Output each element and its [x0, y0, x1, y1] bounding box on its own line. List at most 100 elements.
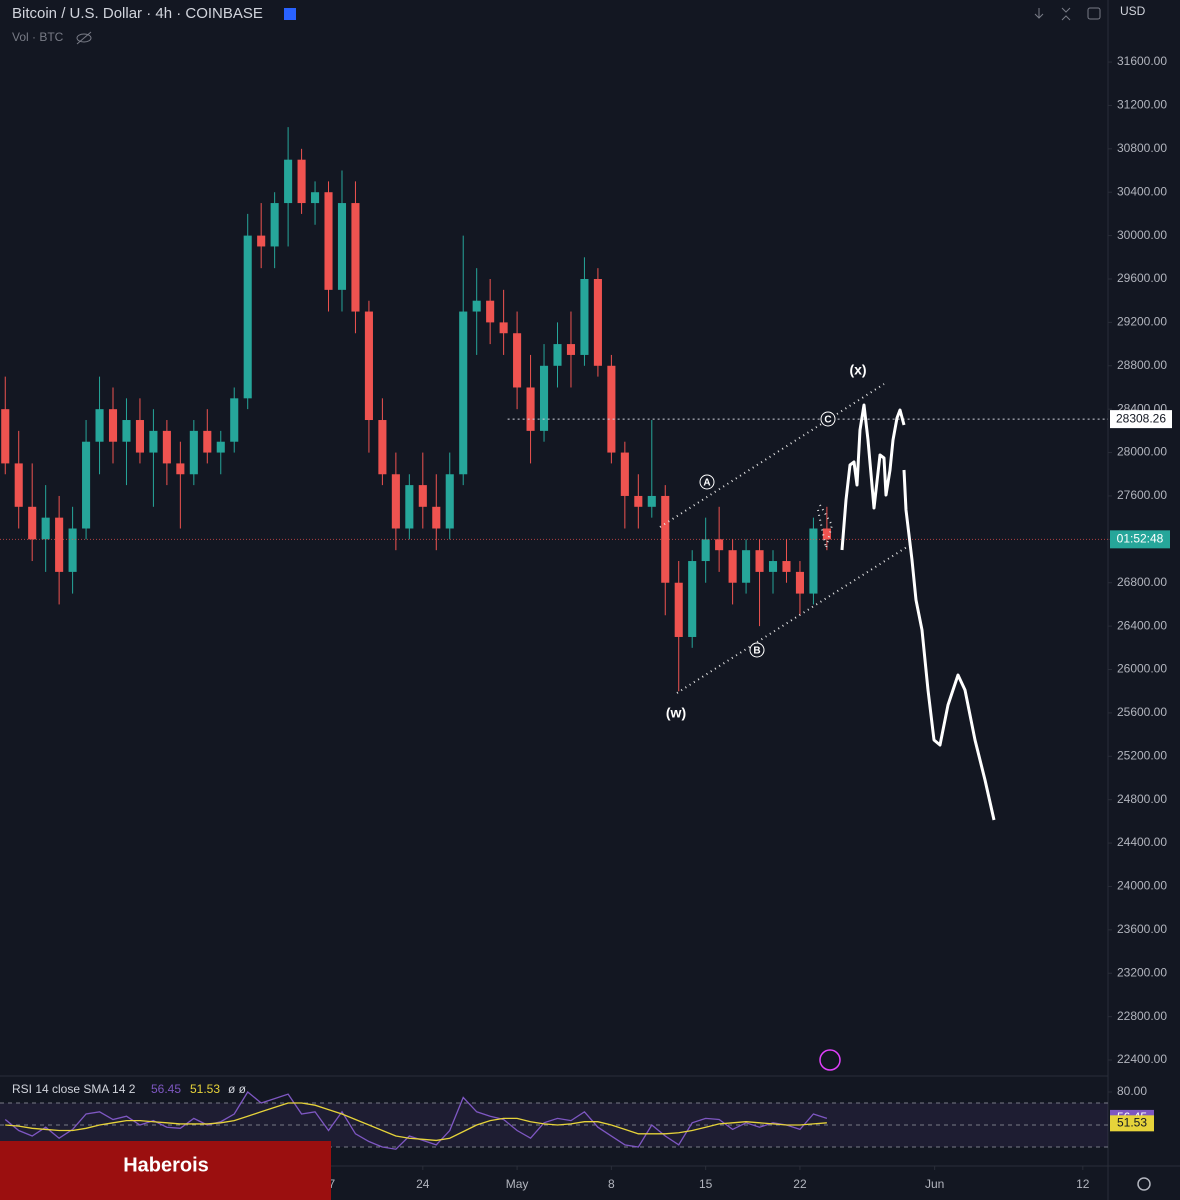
- y-tick-label: 23600.00: [1117, 922, 1167, 936]
- candle-body: [566, 344, 576, 355]
- candle-body: [728, 550, 737, 583]
- wave-label: A: [703, 478, 710, 489]
- candle-body: [795, 571, 804, 594]
- sma-tag-label: 51.53: [1117, 1116, 1147, 1130]
- y-tick-label: 27600.00: [1117, 488, 1167, 502]
- rsi-tick-label: 80.00: [1117, 1084, 1147, 1098]
- candle-body: [203, 430, 212, 453]
- candle-body: [122, 420, 131, 442]
- candle-body: [270, 203, 279, 247]
- x-tick-label: Jun: [925, 1177, 944, 1191]
- candle-body: [351, 203, 360, 312]
- candle-body: [674, 582, 683, 637]
- candle-body: [391, 474, 400, 529]
- candle-body: [189, 430, 198, 475]
- toolbar-icons[interactable]: [1034, 7, 1101, 21]
- x-tick-label: 22: [793, 1177, 807, 1191]
- wave-label: C: [824, 415, 831, 426]
- candle-body: [526, 387, 535, 431]
- symbol-title[interactable]: Bitcoin / U.S. Dollar · 4h · COINBASE: [12, 5, 263, 22]
- candle-body: [378, 420, 387, 475]
- candle-body: [768, 561, 778, 572]
- y-tick-label: 25600.00: [1117, 705, 1167, 719]
- countdown-label: 01:52:48: [1117, 532, 1164, 546]
- y-tick-label: 31200.00: [1117, 98, 1167, 112]
- candle-body: [742, 550, 751, 583]
- plot-area: 22400.00 22800.00 23200.00 23600.00 24000.00…: [0, 54, 1172, 1191]
- x-tick-label: 12: [1076, 1177, 1090, 1191]
- candle-body: [337, 203, 347, 290]
- candle-body: [661, 495, 670, 583]
- candle-body: [822, 528, 831, 540]
- candle-body: [647, 495, 656, 507]
- y-tick-label: 24800.00: [1117, 792, 1167, 806]
- volume-label[interactable]: Vol · BTC: [12, 30, 64, 44]
- wave-circle: [749, 642, 765, 658]
- candle-body: [432, 506, 441, 529]
- currency-label[interactable]: USD: [1120, 4, 1146, 18]
- sma-line: [5, 1102, 827, 1142]
- candle-body: [14, 463, 23, 507]
- candle-body: [257, 235, 266, 247]
- candle-body: [715, 539, 724, 551]
- alert-icon[interactable]: [819, 1049, 841, 1071]
- small-wedge: [817, 504, 834, 549]
- y-tick-label: 22400.00: [1117, 1052, 1167, 1066]
- y-tick-label: 22800.00: [1117, 1009, 1167, 1023]
- countdown-tag: [1110, 530, 1170, 549]
- x-tick-label: 8: [608, 1177, 615, 1191]
- y-tick-label: 30400.00: [1117, 184, 1167, 198]
- watermark: Haberois: [123, 1154, 209, 1176]
- candle-body: [607, 365, 616, 453]
- y-tick-label: 30800.00: [1117, 141, 1167, 155]
- candle-body: [243, 235, 252, 399]
- candle-body: [68, 528, 77, 572]
- candle-body: [418, 485, 427, 507]
- x-tick-label: 15: [699, 1177, 713, 1191]
- candle-body: [41, 517, 50, 540]
- candle-body: [593, 279, 602, 366]
- candle-body: [688, 561, 697, 637]
- y-tick-label: 24000.00: [1117, 879, 1167, 893]
- candle-body: [486, 300, 495, 323]
- candle-body: [95, 409, 104, 442]
- candle-body: [364, 311, 373, 421]
- y-tick-label: 26400.00: [1117, 618, 1167, 632]
- y-tick-label: 28000.00: [1117, 445, 1167, 459]
- x-tick-label: May: [506, 1177, 529, 1191]
- y-tick-label: 23200.00: [1117, 965, 1167, 979]
- candle-body: [284, 159, 293, 204]
- y-tick-label: 30000.00: [1117, 228, 1167, 242]
- candle-body: [216, 441, 225, 453]
- candle-body: [149, 430, 158, 453]
- candle-body: [782, 561, 791, 572]
- candle-body: [553, 344, 562, 366]
- projection-down: [902, 469, 996, 821]
- y-tick-label: 29200.00: [1117, 315, 1167, 329]
- indicator-title[interactable]: RSI 14 close SMA 14 2: [12, 1082, 136, 1096]
- y-tick-label: 26000.00: [1117, 662, 1167, 676]
- y-tick-label: 26800.00: [1117, 575, 1167, 589]
- candle-body: [701, 539, 710, 562]
- y-tick-label: 31600.00: [1117, 54, 1167, 68]
- candle-body: [580, 279, 589, 355]
- candle-body: [162, 430, 171, 464]
- y-tick-label: 28800.00: [1117, 358, 1167, 372]
- candle-body: [176, 463, 185, 475]
- candle-body: [82, 441, 91, 529]
- hide-icon[interactable]: [76, 31, 92, 45]
- settings-icon[interactable]: [1137, 1177, 1151, 1191]
- candle-body: [634, 495, 643, 507]
- candle-body: [513, 333, 522, 388]
- candle-body: [620, 452, 629, 496]
- candle-body: [297, 159, 306, 204]
- drawings: [659, 383, 911, 694]
- x-tick-label: 24: [416, 1177, 430, 1191]
- rsi-value: 56.45: [151, 1082, 181, 1096]
- candle-body: [28, 506, 37, 540]
- candle-body: [108, 409, 118, 442]
- candle-body: [311, 192, 320, 204]
